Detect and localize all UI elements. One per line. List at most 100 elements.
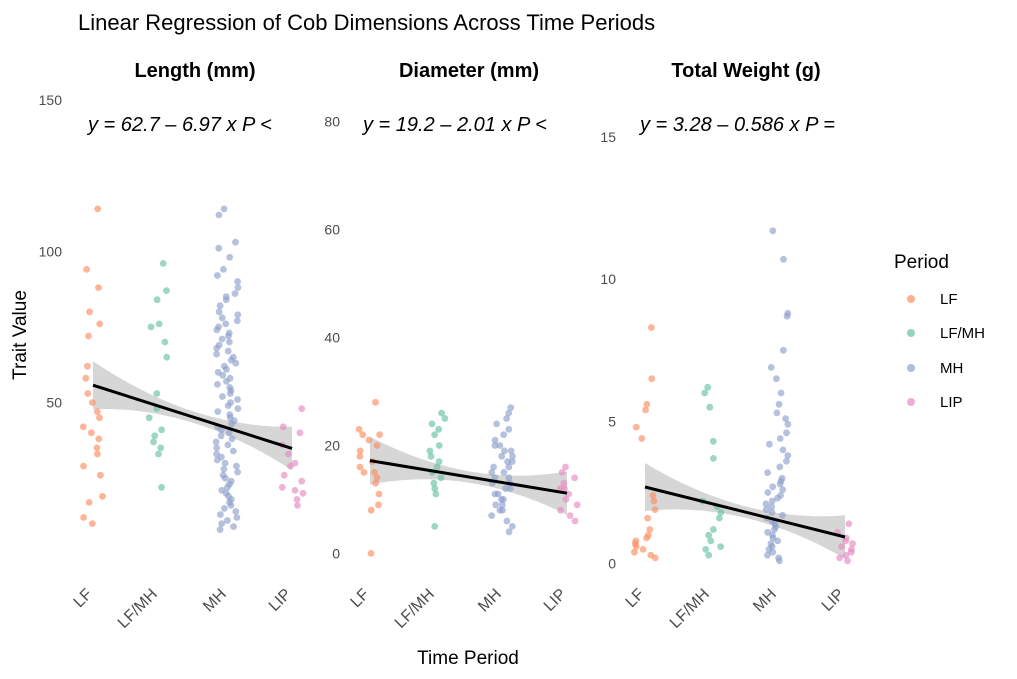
data-point-lip: [562, 496, 570, 503]
data-point-mh: [503, 517, 511, 525]
legend-item-lip: LIP: [907, 394, 963, 411]
data-point-mh: [220, 205, 228, 213]
data-point-lip: [558, 469, 566, 476]
data-point-lf: [356, 452, 364, 460]
data-point-lf: [643, 400, 651, 408]
data-point-mh: [507, 404, 515, 412]
x-tick-label: LF: [348, 586, 373, 611]
data-point-lfmh: [427, 452, 435, 460]
data-point-lip: [296, 429, 304, 437]
legend-key-lf: [907, 295, 915, 303]
data-point-mh: [502, 485, 510, 492]
data-point-lfmh: [702, 546, 710, 553]
data-point-lfmh: [151, 432, 159, 440]
data-point-mh: [492, 501, 500, 509]
data-point-mh: [226, 253, 234, 261]
data-point-lfmh: [153, 390, 161, 397]
data-point-lf: [97, 471, 104, 479]
y-tick-label: 15: [600, 129, 616, 145]
data-point-lfmh: [710, 526, 717, 533]
equation-length: y = 62.7 – 6.97 x P <: [86, 114, 272, 136]
data-point-lf: [632, 543, 640, 550]
data-point-mh: [231, 290, 239, 297]
data-point-mh: [488, 512, 496, 519]
data-point-lf: [650, 497, 658, 505]
data-point-lfmh: [717, 509, 725, 516]
data-point-mh: [213, 456, 221, 464]
data-point-mh: [234, 468, 242, 476]
y-tick-label: 10: [600, 271, 616, 287]
data-point-mh: [233, 514, 241, 521]
data-point-mh: [784, 420, 792, 428]
data-point-mh: [233, 317, 241, 325]
data-point-mh: [784, 452, 792, 459]
strip-label-length: Length (mm): [134, 60, 255, 82]
data-point-mh: [509, 452, 516, 460]
data-point-mh: [776, 557, 783, 565]
data-point-lfmh: [435, 458, 443, 465]
data-point-lf: [85, 332, 92, 340]
data-point-lf: [83, 266, 90, 273]
data-point-lip: [279, 423, 287, 431]
data-point-mh: [215, 244, 223, 252]
data-point-lip: [291, 486, 299, 494]
data-point-lfmh: [163, 353, 171, 361]
y-tick-label: 150: [39, 92, 63, 108]
data-point-lf: [651, 554, 659, 562]
data-point-lip: [278, 483, 286, 491]
strip-label-diameter: Diameter (mm): [399, 60, 539, 82]
regression-line: [644, 485, 846, 539]
data-point-lf: [365, 436, 373, 444]
data-point-lf: [356, 447, 364, 455]
data-point-mh: [503, 415, 510, 422]
legend-title: Period: [894, 252, 949, 273]
data-point-lip: [847, 548, 855, 556]
data-point-mh: [232, 508, 240, 515]
data-point-lf: [367, 550, 375, 557]
data-point-mh: [494, 490, 502, 498]
data-point-lfmh: [717, 543, 724, 550]
data-point-lf: [642, 406, 649, 414]
data-point-mh: [505, 474, 513, 482]
panel-1: 0 20 40 60 80 LF LF/MH MH LIP: [324, 114, 581, 632]
data-point-lf: [99, 492, 106, 500]
data-point-lfmh: [435, 425, 443, 433]
data-point-lip: [571, 474, 578, 482]
data-point-lfmh: [709, 437, 717, 445]
data-point-mh: [221, 505, 228, 512]
data-point-mh: [496, 442, 504, 449]
data-point-mh: [766, 440, 773, 448]
data-point-lf: [88, 429, 95, 437]
data-point-mh: [773, 409, 781, 417]
data-point-mh: [769, 227, 777, 235]
y-tick-label: 60: [324, 222, 340, 238]
data-point-lfmh: [706, 403, 714, 411]
data-point-lf: [651, 506, 659, 513]
data-point-lip: [836, 554, 843, 562]
data-point-mh: [768, 503, 775, 511]
data-point-mh: [234, 405, 242, 412]
x-tick-label: LF: [71, 586, 96, 611]
data-point-mh: [213, 344, 221, 352]
legend-label-lfmh: LF/MH: [940, 325, 985, 342]
data-point-lf: [85, 499, 93, 506]
data-point-mh: [764, 551, 771, 559]
data-point-lf: [646, 526, 654, 533]
data-point-lf: [84, 390, 92, 397]
data-point-lfmh: [705, 531, 713, 539]
y-tick-label: 5: [608, 413, 616, 429]
data-point-lfmh: [157, 444, 165, 452]
data-point-mh: [768, 497, 776, 505]
data-point-lf: [631, 548, 638, 556]
data-point-mh: [783, 457, 790, 465]
data-point-mh: [218, 520, 226, 527]
x-tick-label: MH: [200, 586, 230, 616]
panel-2: 0 5 10 15 LF LF/MH MH LIP: [600, 129, 856, 632]
data-point-mh: [505, 425, 513, 433]
data-point-lf: [93, 408, 101, 415]
data-point-mh: [777, 389, 785, 397]
data-point-mh: [234, 311, 242, 319]
data-point-mh: [213, 326, 221, 334]
data-point-lf: [355, 425, 363, 433]
